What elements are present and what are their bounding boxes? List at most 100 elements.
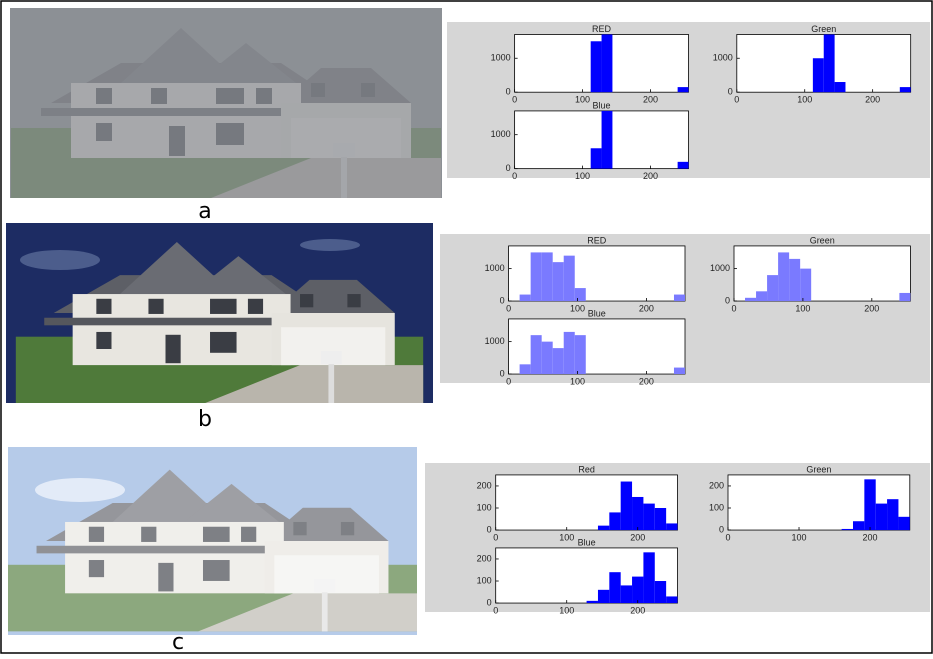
x-tick-label: 200 — [630, 605, 645, 615]
y-tick-label: 0 — [487, 597, 492, 607]
x-tick-label: 200 — [863, 532, 878, 542]
bar — [520, 364, 531, 374]
bar — [655, 508, 666, 530]
bar — [674, 368, 685, 374]
y-tick-label: 0 — [506, 87, 511, 97]
bar — [531, 252, 542, 301]
page: {"panel_labels": ["a", "b", "c"], "chart… — [0, 0, 933, 659]
y-tick-label: 0 — [728, 87, 733, 97]
y-tick-label: 100 — [477, 502, 492, 512]
bar — [602, 34, 613, 92]
chart-title: Green — [810, 235, 835, 245]
bar — [643, 552, 654, 603]
bar — [789, 259, 800, 301]
x-tick-label: 100 — [575, 95, 590, 105]
y-tick-label: 0 — [500, 368, 505, 378]
x-tick-label: 100 — [570, 303, 585, 313]
y-tick-label: 0 — [719, 524, 724, 534]
bar — [602, 111, 613, 169]
x-tick-label: 0 — [493, 532, 498, 542]
bar — [778, 252, 789, 301]
bar — [591, 41, 602, 92]
x-tick-label: 0 — [506, 303, 511, 313]
bar — [899, 293, 910, 301]
y-tick-label: 0 — [487, 524, 492, 534]
x-tick-label: 100 — [559, 532, 574, 542]
bar — [553, 262, 564, 301]
bar — [564, 256, 575, 301]
x-tick-label: 200 — [639, 303, 654, 313]
bar — [767, 275, 778, 301]
image-a — [10, 8, 442, 198]
x-tick-label: 100 — [797, 95, 812, 105]
bar — [598, 526, 609, 530]
y-tick-label: 200 — [709, 480, 724, 490]
bar — [678, 87, 689, 92]
bar — [678, 162, 689, 169]
bar — [876, 504, 887, 530]
bar — [520, 295, 531, 301]
panel-label: a — [198, 199, 211, 224]
y-tick-label: 1000 — [713, 53, 733, 63]
bar — [591, 148, 602, 168]
bar — [609, 572, 620, 603]
bar — [621, 482, 632, 531]
y-tick-label: 0 — [506, 163, 511, 173]
y-tick-label: 100 — [709, 502, 724, 512]
figure: a b c RED010020001000Green010020001000Bl… — [0, 0, 933, 654]
bar — [864, 479, 875, 530]
bar — [575, 288, 586, 301]
x-tick-label: 200 — [643, 171, 658, 181]
bar — [842, 529, 853, 530]
x-tick-label: 0 — [493, 605, 498, 615]
bar — [655, 581, 666, 603]
x-tick-label: 200 — [864, 303, 879, 313]
bar — [824, 34, 835, 92]
x-tick-label: 200 — [630, 532, 645, 542]
y-tick-label: 200 — [477, 480, 492, 490]
y-tick-label: 100 — [477, 575, 492, 585]
bar — [813, 58, 824, 92]
chart-title: Green — [811, 24, 836, 34]
y-tick-label: 1000 — [485, 263, 505, 273]
bar — [898, 517, 909, 530]
bar — [887, 499, 898, 530]
y-tick-label: 1000 — [491, 53, 511, 63]
bar — [835, 82, 846, 92]
y-tick-label: 0 — [725, 295, 730, 305]
x-tick-label: 200 — [865, 95, 880, 105]
y-tick-label: 1000 — [710, 263, 730, 273]
image-b — [6, 223, 433, 403]
bar — [632, 497, 643, 530]
x-tick-label: 100 — [795, 303, 810, 313]
bar — [674, 295, 685, 301]
chart-title: Blue — [593, 100, 611, 110]
bar — [564, 332, 575, 374]
bar — [632, 577, 643, 603]
y-tick-label: 1000 — [485, 336, 505, 346]
panel-label: c — [172, 630, 184, 654]
x-tick-label: 200 — [643, 95, 658, 105]
chart-title: RED — [587, 235, 607, 245]
bar — [853, 521, 864, 530]
x-tick-label: 100 — [575, 171, 590, 181]
x-tick-label: 200 — [639, 376, 654, 386]
x-tick-label: 0 — [512, 171, 517, 181]
x-tick-label: 100 — [570, 376, 585, 386]
panel-label: b — [198, 407, 212, 432]
bar — [621, 585, 632, 603]
chart-title: RED — [592, 24, 612, 34]
x-tick-label: 100 — [792, 532, 807, 542]
y-tick-label: 200 — [477, 553, 492, 563]
chart-title: Blue — [588, 308, 606, 318]
bar — [531, 335, 542, 374]
image-c — [8, 447, 417, 635]
bar — [542, 342, 553, 374]
bar — [643, 504, 654, 530]
bar — [575, 335, 586, 374]
bar — [900, 87, 911, 92]
bar — [609, 512, 620, 530]
y-tick-label: 1000 — [491, 129, 511, 139]
bar — [745, 298, 756, 301]
bar — [553, 348, 564, 374]
